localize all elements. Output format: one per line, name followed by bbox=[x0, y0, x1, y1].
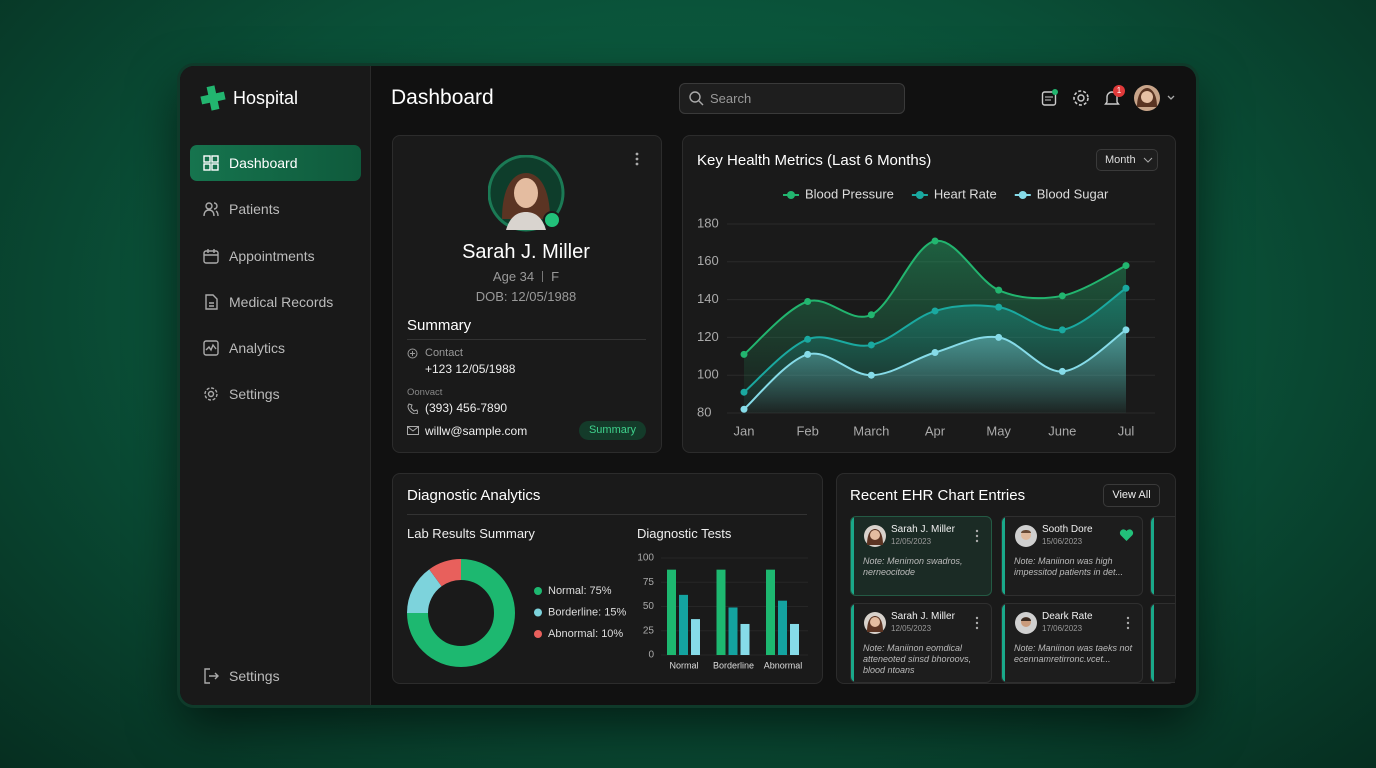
notification-badge: 1 bbox=[1113, 85, 1125, 97]
chevron bbox=[1143, 157, 1152, 163]
ehr-entry[interactable] bbox=[1150, 603, 1175, 683]
patient-photo bbox=[488, 155, 565, 232]
entry-avatar bbox=[1015, 525, 1037, 547]
nav-item[interactable]: Patients bbox=[190, 191, 361, 227]
status-badge: Summary bbox=[579, 421, 646, 440]
patient-dob: DOB: 12/05/1988 bbox=[475, 289, 577, 304]
user-avatar[interactable] bbox=[1134, 85, 1178, 112]
nav-label: Appointments bbox=[229, 248, 315, 264]
search-box[interactable]: Search bbox=[679, 83, 905, 114]
contact-value: +123 12/05/1988 bbox=[425, 362, 516, 376]
ehr-entry[interactable]: Deark Rate 17/06/2023 Note: Maniinon was… bbox=[1001, 603, 1143, 683]
nav-icon bbox=[203, 340, 219, 356]
more-menu[interactable] bbox=[632, 151, 642, 167]
patient-age: Age 34 bbox=[492, 269, 535, 284]
nav-item[interactable]: Settings bbox=[190, 658, 361, 694]
entry-note: Note: Maniinon eomdical atteneoted sinsd… bbox=[863, 643, 972, 675]
entry-avatar bbox=[864, 612, 886, 634]
phone-icon bbox=[407, 403, 418, 414]
ehr-entry[interactable]: Sarah J. Miller 12/05/2023 Note: Maniino… bbox=[850, 603, 992, 683]
entry-date: 12/05/2023 bbox=[891, 537, 932, 546]
tasks-icon[interactable] bbox=[1041, 89, 1059, 107]
favorite-icon[interactable] bbox=[1119, 529, 1134, 542]
settings-icon[interactable] bbox=[1072, 89, 1090, 107]
chart-title: Diagnostic Tests bbox=[637, 526, 732, 541]
ehr-entry[interactable]: Sooth Dore 15/06/2023 Note: Maniinon was… bbox=[1001, 516, 1143, 596]
entry-name: Sooth Dore bbox=[1042, 524, 1093, 535]
nav-label: Analytics bbox=[229, 340, 286, 356]
nav-item[interactable]: Appointments bbox=[190, 238, 361, 274]
more-menu[interactable] bbox=[973, 529, 981, 543]
more-menu[interactable] bbox=[1124, 616, 1132, 630]
view-all-button[interactable]: View All bbox=[1103, 484, 1160, 507]
phone: (393) 456-7890 bbox=[425, 401, 508, 415]
nav-item[interactable]: Settings bbox=[190, 376, 361, 412]
entry-name: Deark Rate bbox=[1042, 611, 1093, 622]
divider bbox=[407, 514, 807, 515]
nav-item[interactable]: Analytics bbox=[190, 330, 361, 366]
ehr-entry[interactable] bbox=[1150, 516, 1175, 596]
divider bbox=[407, 339, 646, 340]
section-title: Recent EHR Chart Entries bbox=[850, 487, 1026, 504]
entry-avatar bbox=[1015, 612, 1037, 634]
contact-icon bbox=[407, 348, 418, 359]
nav-icon bbox=[204, 387, 218, 401]
entry-name: Sarah J. Miller bbox=[891, 611, 955, 622]
separator bbox=[542, 271, 544, 282]
entry-name: Sarah J. Miller bbox=[891, 524, 955, 535]
email: willw@sample.com bbox=[425, 424, 528, 438]
chart-title: Key Health Metrics (Last 6 Months) bbox=[697, 152, 932, 169]
entry-note: Note: Menimon swadros, nerneocitode bbox=[863, 556, 963, 577]
nav-label: Dashboard bbox=[229, 155, 298, 171]
diagnostic-card bbox=[392, 473, 823, 684]
nav-label: Medical Records bbox=[229, 294, 334, 310]
brand-logo bbox=[200, 85, 226, 111]
entry-note: Note: Maniinon was high impessitod patie… bbox=[1014, 556, 1124, 577]
nav-icon bbox=[204, 668, 219, 684]
nav-item[interactable]: Dashboard bbox=[190, 145, 361, 181]
search-icon bbox=[689, 91, 704, 106]
nav-icon bbox=[203, 202, 219, 217]
entry-note: Note: Maniinon was taeks not ecennamreti… bbox=[1014, 643, 1133, 664]
nav-label: Patients bbox=[229, 201, 280, 217]
patient-name: Sarah J. Miller bbox=[462, 241, 590, 263]
nav-icon bbox=[205, 294, 218, 310]
contact-label: Oonvact bbox=[407, 387, 443, 398]
brand-name: Hospital bbox=[233, 88, 299, 108]
period-dropdown[interactable]: Month bbox=[1096, 149, 1158, 171]
entry-date: 12/05/2023 bbox=[891, 624, 932, 633]
summary-title: Summary bbox=[407, 317, 472, 334]
entry-date: 15/06/2023 bbox=[1042, 537, 1083, 546]
entry-avatar bbox=[864, 525, 886, 547]
search-placeholder: Search bbox=[710, 91, 752, 106]
dropdown-label: Month bbox=[1105, 154, 1136, 166]
nav-icon bbox=[203, 249, 219, 264]
nav-label: Settings bbox=[229, 668, 280, 684]
metrics-card bbox=[682, 135, 1176, 453]
page-title: Dashboard bbox=[391, 86, 494, 109]
section-title: Diagnostic Analytics bbox=[407, 487, 541, 504]
ehr-entry[interactable]: Sarah J. Miller 12/05/2023 Note: Menimon… bbox=[850, 516, 992, 596]
entry-date: 17/06/2023 bbox=[1042, 624, 1083, 633]
more-menu[interactable] bbox=[973, 616, 981, 630]
nav-label: Settings bbox=[229, 386, 280, 402]
ehr-list: Sarah J. Miller 12/05/2023 Note: Menimon… bbox=[850, 516, 1175, 683]
chart-title: Lab Results Summary bbox=[407, 526, 535, 541]
email-icon bbox=[407, 426, 419, 435]
nav-item[interactable]: Medical Records bbox=[190, 284, 361, 320]
patient-sex: F bbox=[551, 269, 560, 284]
contact-label: Contact bbox=[425, 347, 463, 359]
patient-demographics: Age 34 F bbox=[392, 269, 660, 284]
nav-icon bbox=[203, 155, 219, 171]
